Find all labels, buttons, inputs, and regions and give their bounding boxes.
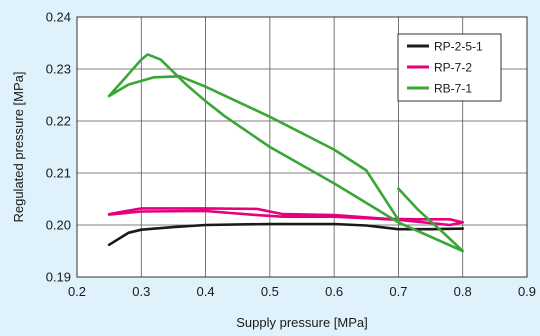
y-tick-label: 0.23 bbox=[46, 62, 71, 77]
legend-label-rp-7-2: RP-7-2 bbox=[434, 61, 472, 75]
x-tick-label: 0.2 bbox=[68, 284, 86, 299]
plot-frame bbox=[76, 16, 528, 278]
y-tick-label: 0.24 bbox=[46, 10, 71, 25]
legend: RP-2-5-1 RP-7-2 RB-7-1 bbox=[397, 33, 502, 102]
legend-label-rp-2-5-1: RP-2-5-1 bbox=[434, 40, 483, 54]
x-tick-label: 0.4 bbox=[197, 284, 215, 299]
y-axis-label: Regulated pressure [MPa] bbox=[11, 71, 26, 222]
y-tick-label: 0.19 bbox=[46, 270, 71, 285]
series-line-rp-2-5-1 bbox=[107, 222, 464, 247]
x-tick-label: 0.7 bbox=[389, 284, 407, 299]
y-tick-label: 0.21 bbox=[46, 166, 71, 181]
tick-labels: 0.2 0.3 0.4 0.5 0.6 0.7 0.8 0.9 0.19 0.20 0.21 0.22… bbox=[46, 10, 536, 300]
x-tick-label: 0.9 bbox=[518, 284, 536, 299]
series-line-rb-7-1-return bbox=[107, 75, 400, 222]
series-line-rb-7-1 bbox=[107, 53, 464, 253]
y-tick-label: 0.22 bbox=[46, 114, 71, 129]
x-tick-label: 0.5 bbox=[261, 284, 279, 299]
legend-label-rb-7-1: RB-7-1 bbox=[434, 82, 472, 96]
series-line-rp-7-2 bbox=[107, 207, 464, 227]
x-tick-label: 0.3 bbox=[132, 284, 150, 299]
x-axis-label: Supply pressure [MPa] bbox=[236, 315, 368, 330]
y-tick-label: 0.20 bbox=[46, 218, 71, 233]
x-tick-label: 0.8 bbox=[454, 284, 472, 299]
series-layer bbox=[107, 53, 464, 253]
x-tick-label: 0.6 bbox=[325, 284, 343, 299]
